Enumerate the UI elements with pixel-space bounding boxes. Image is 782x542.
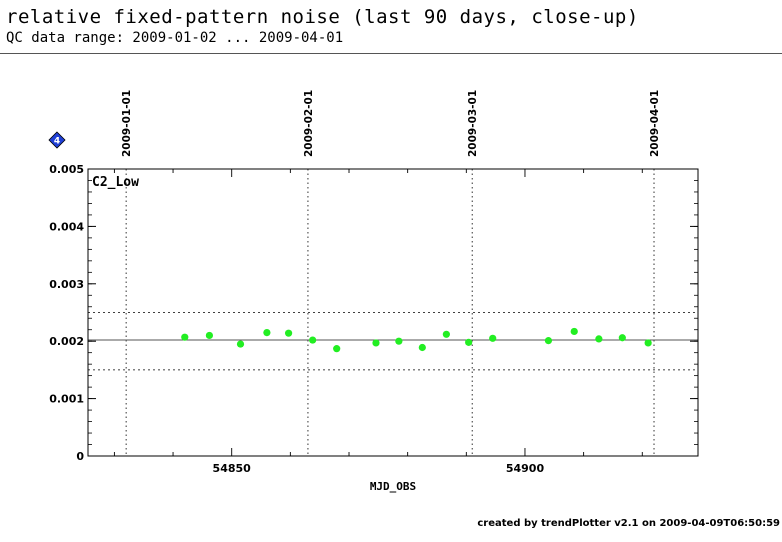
header-divider: [0, 53, 782, 54]
y-tick-label: 0.003: [49, 278, 84, 291]
data-point: [236, 340, 245, 348]
reference-lines: [88, 312, 698, 371]
data-point: [395, 337, 403, 345]
date-marker-label: 2009-01-01: [121, 90, 133, 157]
data-point: [442, 330, 450, 338]
data-point: [205, 331, 214, 340]
date-marker-label: 2009-02-01: [303, 90, 315, 157]
chart-title: relative fixed-pattern noise (last 90 da…: [6, 6, 639, 28]
data-point: [284, 329, 293, 337]
x-axis-title: MJD_OBS: [370, 480, 416, 493]
data-point: [595, 335, 603, 343]
data-point: [333, 345, 341, 353]
date-markers: 2009-01-01 2009-02-01 2009-03-01 2009-04-01: [121, 90, 661, 456]
y-tick-label: 0.004: [49, 220, 84, 233]
y-tick-label: 0.005: [49, 163, 84, 176]
y-tick-label: 0: [76, 450, 84, 463]
data-point: [489, 334, 497, 342]
badge-icon: 4: [48, 131, 66, 149]
data-point: [263, 328, 271, 337]
badge-label: 4: [54, 137, 60, 147]
data-point: [418, 343, 426, 352]
footer-credit: created by trendPlotter v2.1 on 2009-04-…: [477, 518, 780, 529]
x-tick-label: 54900: [506, 462, 545, 475]
data-point: [570, 327, 578, 336]
x-tick-label: 54850: [213, 462, 252, 475]
data-point: [644, 339, 652, 347]
data-point: [181, 333, 189, 341]
panel-label: C2_Low: [92, 175, 139, 190]
data-points: [181, 327, 652, 353]
data-point: [372, 339, 380, 347]
axes: 0 0.001 0.002 0.003 0.004 0.005 54850 54900: [49, 163, 698, 475]
plot-frame: [87, 168, 699, 457]
data-point: [309, 336, 317, 344]
data-point: [618, 334, 626, 342]
date-marker-label: 2009-04-01: [649, 90, 661, 157]
data-point: [544, 337, 553, 345]
date-marker-label: 2009-03-01: [467, 90, 479, 157]
data-point: [465, 338, 473, 346]
y-tick-label: 0.001: [49, 393, 84, 406]
y-tick-label: 0.002: [49, 335, 84, 348]
data-range-subtitle: QC data range: 2009-01-02 ... 2009-04-01: [6, 30, 344, 46]
